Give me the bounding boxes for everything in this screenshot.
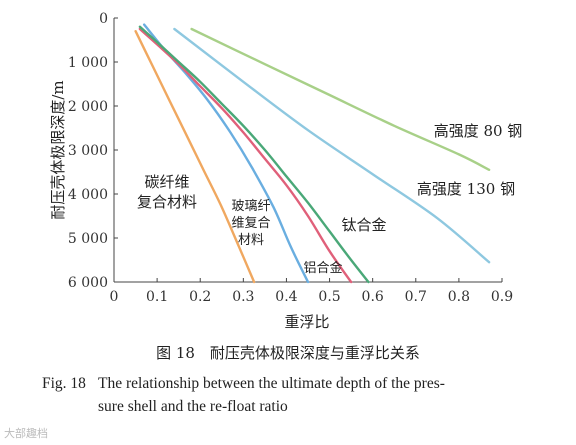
y-tick-label: 6 000 <box>68 275 108 291</box>
x-tick-label: 0.4 <box>275 289 297 305</box>
caption-en-line1: Fig. 18 The relationship between the ulti… <box>42 372 542 395</box>
series-line-2 <box>138 27 353 284</box>
chart-series <box>134 23 491 284</box>
x-tick-label: 0.3 <box>232 289 254 305</box>
label-steel-130: 高强度 130 钢 <box>417 180 515 198</box>
label-glass-fiber-line2: 维复合 <box>231 216 270 231</box>
x-axis-title: 重浮比 <box>284 313 329 331</box>
x-tick-label: 0.6 <box>362 289 384 305</box>
chart-axes <box>113 17 503 283</box>
series-line-0 <box>134 30 256 284</box>
caption-en-text1: The relationship between the ultimate de… <box>98 375 445 392</box>
y-tick-label: 0 <box>99 11 108 27</box>
label-steel-80: 高强度 80 钢 <box>434 122 523 140</box>
chart-tick-labels: 0 0.1 0.2 0.3 0.4 0.5 0.6 0.7 0.8 0.9 0 1 000 2 000 3… <box>68 11 513 305</box>
y-tick-label: 1 000 <box>68 55 108 71</box>
label-carbon-fiber-line1: 碳纤维 <box>144 173 189 191</box>
label-carbon-fiber-line2: 复合材料 <box>137 193 197 211</box>
caption-fig-label: Fig. 18 <box>42 375 86 392</box>
y-tick-label: 2 000 <box>68 99 108 115</box>
figure-caption-chinese: 图 18 耐压壳体极限深度与重浮比关系 <box>156 344 420 362</box>
y-tick-label: 4 000 <box>68 187 108 203</box>
y-tick-label: 5 000 <box>68 231 108 247</box>
x-tick-label: 0 <box>110 289 119 305</box>
x-tick-label: 0.9 <box>491 289 513 305</box>
x-tick-label: 0.5 <box>318 289 340 305</box>
series-line-3 <box>138 25 370 284</box>
watermark: 大部趣档 <box>4 427 48 440</box>
x-tick-label: 0.7 <box>405 289 427 305</box>
series-line-5 <box>190 27 491 171</box>
series-line-4 <box>173 27 491 264</box>
label-glass-fiber-line3: 材料 <box>238 233 264 248</box>
label-titanium: 钛合金 <box>341 216 386 234</box>
caption-en-line2: sure shell and the re-float ratio <box>98 398 288 415</box>
series-line-1 <box>143 23 310 284</box>
x-tick-label: 0.8 <box>448 289 470 305</box>
label-glass-fiber-line1: 玻璃纤 <box>231 199 270 214</box>
x-tick-label: 0.1 <box>146 289 168 305</box>
y-axis-title: 耐压壳体极限深度/m <box>49 80 67 219</box>
figure-caption-english: Fig. 18 The relationship between the ulti… <box>42 372 542 418</box>
label-aluminum: 铝合金 <box>303 260 342 276</box>
y-tick-label: 3 000 <box>68 143 108 159</box>
x-tick-label: 0.2 <box>189 289 211 305</box>
